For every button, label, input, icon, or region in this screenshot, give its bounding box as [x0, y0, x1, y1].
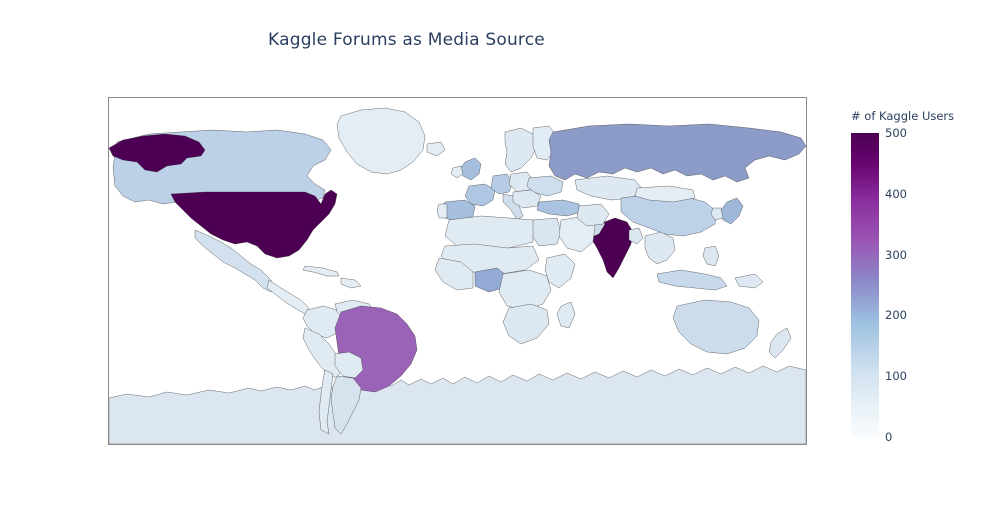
- country-centralafrica[interactable]: Central Africa: 40: [499, 270, 551, 310]
- country-alaska[interactable]: Alaska: 500: [109, 134, 205, 172]
- colorbar-tick-500: 500: [885, 126, 907, 140]
- country-indonesia[interactable]: Indonesia: 95: [657, 270, 727, 290]
- countries-layer: Antarctica: 60Greenland: 40Canada: 115Al…: [109, 108, 806, 444]
- country-chile[interactable]: Chile: 40: [319, 370, 333, 434]
- colorbar-tick-200: 200: [885, 308, 907, 323]
- country-bolivia[interactable]: Bolivia: 40: [335, 352, 363, 378]
- country-ukraine[interactable]: Ukraine: 85: [527, 176, 563, 196]
- country-japan[interactable]: Japan: 150: [721, 198, 743, 224]
- colorbar-title: # of Kaggle Users: [851, 109, 955, 123]
- country-newzealand[interactable]: New Zealand: 40: [769, 328, 791, 358]
- country-iran[interactable]: Iran: 60: [577, 204, 609, 226]
- country-centralamerica[interactable]: Central America: 40: [267, 280, 309, 314]
- country-antarctica[interactable]: Antarctica: 60: [109, 366, 806, 444]
- country-cuba2[interactable]: Caribbean: 40: [341, 278, 361, 288]
- country-france[interactable]: France: 130: [465, 184, 495, 206]
- country-argentina[interactable]: Argentina: 75: [331, 376, 361, 434]
- country-westafrica[interactable]: West Africa: 40: [435, 258, 473, 290]
- country-eastafrica[interactable]: East Africa: 40: [545, 254, 575, 288]
- country-scandinavia[interactable]: Scandinavia: 60: [505, 128, 537, 172]
- country-turkey[interactable]: Turkey: 135: [537, 200, 581, 216]
- country-bangladesh[interactable]: Bangladesh: 40: [629, 228, 643, 244]
- country-balkans[interactable]: Balkans: 60: [513, 190, 541, 208]
- country-portugal[interactable]: Portugal: 40: [437, 204, 447, 218]
- country-madagascar[interactable]: Madagascar: 40: [557, 302, 575, 328]
- colorbar-tick-300: 300: [885, 247, 907, 262]
- colorbar-tick-400: 400: [885, 186, 907, 201]
- country-germany[interactable]: Germany: 120: [491, 174, 513, 194]
- country-poland[interactable]: Poland: 60: [509, 172, 533, 192]
- country-png[interactable]: Papua New Guinea: 60: [735, 274, 763, 288]
- country-russia[interactable]: Russia: 175: [549, 124, 806, 182]
- country-korea[interactable]: Korea: 60: [711, 208, 723, 220]
- colorbar-tick-labels: 500 400 300 200 100 0: [883, 126, 943, 444]
- world-map[interactable]: Antarctica: 60Greenland: 40Canada: 115Al…: [109, 98, 806, 444]
- country-cuba[interactable]: Cuba: 40: [303, 266, 339, 276]
- country-australia[interactable]: Australia: 90: [673, 300, 759, 354]
- country-mexico[interactable]: Mexico: 80: [195, 230, 275, 292]
- country-usa[interactable]: United States of America: 500: [171, 190, 337, 258]
- country-colombia[interactable]: Colombia: 40: [303, 306, 343, 338]
- country-uk[interactable]: United Kingdom: 140: [461, 158, 481, 180]
- country-seasia[interactable]: Southeast Asia: 60: [645, 232, 675, 264]
- country-greenland[interactable]: Greenland: 40: [337, 108, 425, 174]
- country-ireland[interactable]: Ireland: 40: [451, 166, 463, 178]
- country-southafrica[interactable]: South Africa: 65: [503, 304, 549, 344]
- map-plot-area[interactable]: Antarctica: 60Greenland: 40Canada: 115Al…: [108, 97, 807, 445]
- colorbar-gradient: [851, 133, 879, 437]
- colorbar-tick-0: 0: [885, 430, 893, 444]
- country-iceland[interactable]: Iceland: 40: [427, 142, 445, 156]
- country-libya_algeria[interactable]: North Africa: 40: [445, 216, 533, 250]
- country-egypt[interactable]: Egypt: 70: [531, 218, 561, 246]
- colorbar: # of Kaggle Users 500 400 300 200 100 0: [845, 105, 985, 450]
- country-mongolia[interactable]: Mongolia: 40: [635, 186, 695, 202]
- page-title: Kaggle Forums as Media Source: [268, 30, 545, 50]
- country-philippines[interactable]: Philippines: 40: [703, 246, 719, 266]
- colorbar-tick-100: 100: [885, 369, 907, 384]
